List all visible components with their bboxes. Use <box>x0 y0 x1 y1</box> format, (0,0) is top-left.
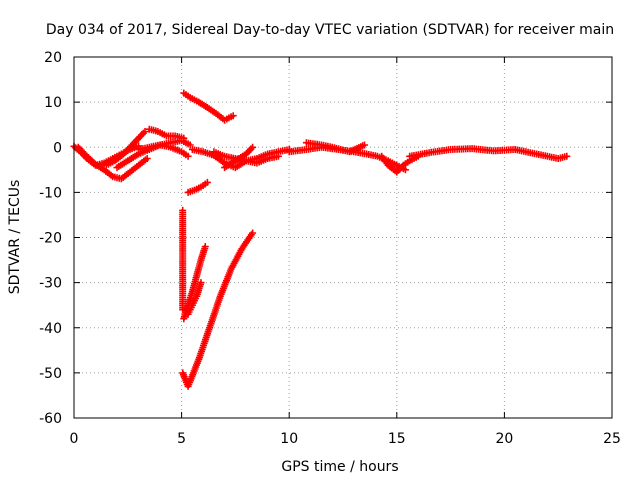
y-tick-label: -10 <box>39 185 62 201</box>
x-tick-label: 20 <box>495 431 513 447</box>
data-point <box>229 112 237 120</box>
x-tick-label: 15 <box>388 431 406 447</box>
y-tick-label: 20 <box>44 50 62 66</box>
data-point <box>563 152 571 160</box>
series-track-steep-b <box>184 279 205 318</box>
data-point <box>186 141 194 149</box>
series-track-early-6 <box>135 137 194 153</box>
data-point <box>143 155 151 162</box>
data-point <box>184 152 192 160</box>
data-point <box>201 243 209 250</box>
series-track-mid-d <box>221 143 257 172</box>
series-track-late-2 <box>302 139 368 156</box>
x-tick-label: 10 <box>280 431 298 447</box>
grid-layer <box>74 57 612 418</box>
data-point <box>249 143 257 151</box>
data-layer <box>70 89 571 390</box>
series-track-early-3 <box>102 128 149 169</box>
data-point <box>141 128 149 135</box>
y-tick-label: 0 <box>53 140 62 156</box>
data-point <box>203 178 211 186</box>
x-tick-label: 25 <box>603 431 621 447</box>
y-tick-label: -30 <box>39 276 62 292</box>
data-point <box>274 152 282 160</box>
data-point <box>401 166 409 174</box>
y-axis-label: SDTVAR / TECUs <box>7 180 23 295</box>
y-tick-label: 10 <box>44 95 62 111</box>
x-tick-label: 0 <box>70 431 79 447</box>
series-track-early-2 <box>74 143 151 183</box>
series-track-long <box>179 229 257 390</box>
series-track-mid-a <box>184 178 211 196</box>
y-tick-label: -50 <box>39 366 62 382</box>
series-track-late-4 <box>406 145 571 162</box>
y-tick-label: -60 <box>39 411 62 427</box>
x-axis-label: GPS time / hours <box>281 459 398 475</box>
chart-title: Day 034 of 2017, Sidereal Day-to-day VTE… <box>46 22 614 38</box>
data-point <box>249 229 257 237</box>
x-tick-label: 5 <box>177 431 186 447</box>
data-point <box>197 279 205 287</box>
y-tick-label: -40 <box>39 321 62 337</box>
y-tick-label: -20 <box>39 231 62 247</box>
series-track-isolated <box>179 206 187 314</box>
series-track-high <box>180 89 237 124</box>
plot-frame <box>73 56 613 419</box>
tick-layer: 0 5 10 15 20 25 -60 -50 -40 -30 -20 -10 0 10 20 <box>39 50 621 447</box>
data-point <box>361 141 368 149</box>
